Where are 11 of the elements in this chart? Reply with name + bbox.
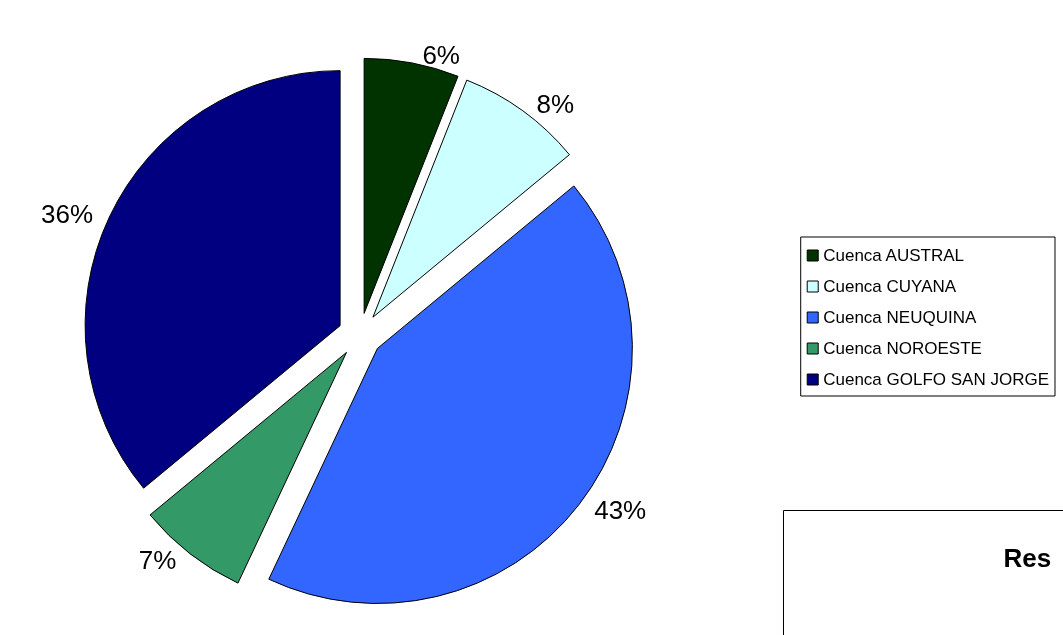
legend-label: Cuenca AUSTRAL: [823, 246, 965, 265]
legend-label: Cuenca NEUQUINA: [823, 308, 977, 327]
legend-label: Cuenca GOLFO SAN JORGE: [823, 370, 1050, 389]
text: Res: [1003, 542, 1052, 573]
data-label: 43%: [594, 494, 647, 525]
data-label: 36%: [41, 198, 94, 229]
data-label: 8%: [536, 89, 575, 120]
data-label: 6%: [422, 40, 460, 71]
data-label: 7%: [138, 545, 177, 576]
legend-label: Cuenca NOROESTE: [823, 339, 982, 358]
legend-label: Cuenca CUYANA: [823, 277, 957, 296]
